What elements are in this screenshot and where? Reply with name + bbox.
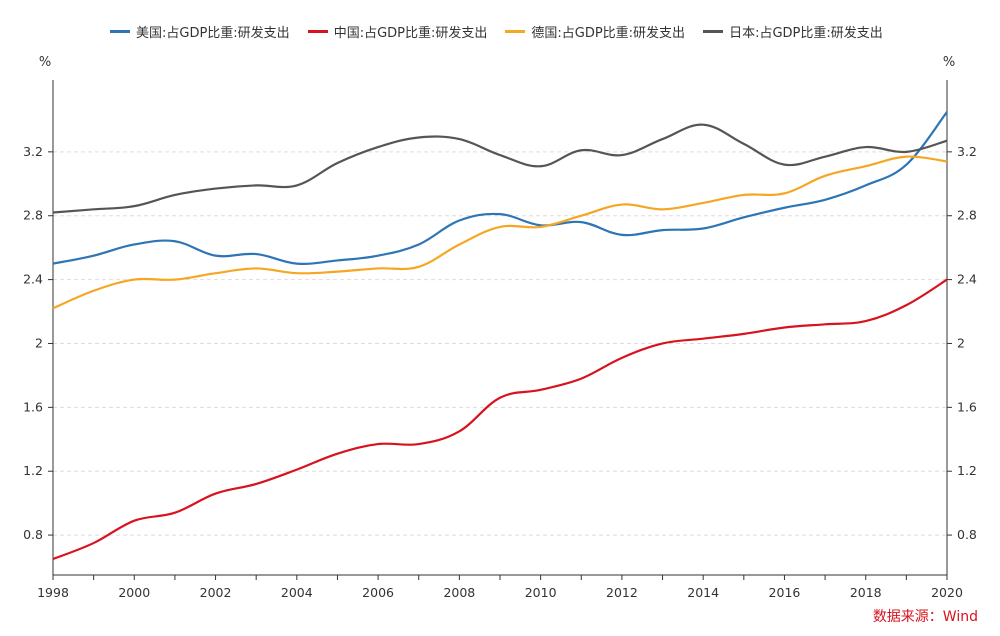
legend-swatch [703,30,724,33]
y-tick-label-left: 0.8 [23,527,43,542]
y-tick-label-right: 0.8 [957,527,977,542]
x-tick-label: 2016 [769,585,801,600]
legend-swatch [307,30,328,33]
y-tick-label-right: 2 [957,335,965,350]
series-line-0 [52,111,948,265]
series-line-2 [52,155,948,310]
x-tick-label: 1998 [37,585,69,600]
x-tick-label: 2002 [200,585,232,600]
legend-label: 德国:占GDP比重:研发支出 [531,26,686,41]
legend-swatch [110,30,130,33]
y-unit-right: % [943,55,955,70]
legend-item[interactable]: 日本:占GDP比重:研发支出 [703,22,883,41]
legend-item[interactable]: 德国:占GDP比重:研发支出 [505,22,685,41]
gridlines [53,151,947,536]
x-tick-label: 2012 [606,585,638,600]
y-tick-label-right: 2.4 [957,272,977,287]
y-tick-label-left: 2.8 [23,208,43,223]
series-line-1 [52,278,948,561]
legend-label: 美国:占GDP比重:研发支出 [136,26,290,41]
y-tick-label-left: 2 [35,335,43,350]
series-line-3 [52,123,948,214]
legend-label: 中国:占GDP比重:研发支出 [333,26,488,41]
y-tick-label-left: 1.6 [23,399,43,414]
series-lines [52,111,948,561]
axes [48,80,952,580]
legend-label: 日本:占GDP比重:研发支出 [729,26,883,41]
y-tick-label-left: 1.2 [23,463,43,478]
legend-item[interactable]: 美国:占GDP比重:研发支出 [110,22,290,41]
y-tick-label-right: 1.2 [957,463,977,478]
y-tick-label-right: 3.2 [957,144,977,159]
x-tick-label: 2014 [687,585,719,600]
x-tick-label: 2018 [850,585,882,600]
legend-item[interactable]: 中国:占GDP比重:研发支出 [307,22,488,41]
x-tick-label: 2010 [525,585,557,600]
y-unit-left: % [39,55,51,70]
x-tick-label: 2004 [281,585,313,600]
legend: 美国:占GDP比重:研发支出 中国:占GDP比重:研发支出 德国:占GDP比重:研发… [110,22,883,41]
tick-labels: 0.8 0.8 1.2 1.2 1.6 1.6 2 2 2.4 2.4 2.8 2.8 3.2 3.2 19… [23,55,977,600]
x-tick-label: 2008 [443,585,475,600]
x-tick-label: 2006 [362,585,394,600]
y-tick-label-left: 2.4 [23,272,43,287]
y-tick-label-left: 3.2 [23,144,43,159]
source-label: 数据来源：Wind [872,609,978,625]
x-tick-label: 2020 [931,585,963,600]
x-tick-label: 2000 [118,585,150,600]
y-tick-label-right: 1.6 [957,399,977,414]
legend-swatch [505,30,526,33]
y-tick-label-right: 2.8 [957,208,977,223]
